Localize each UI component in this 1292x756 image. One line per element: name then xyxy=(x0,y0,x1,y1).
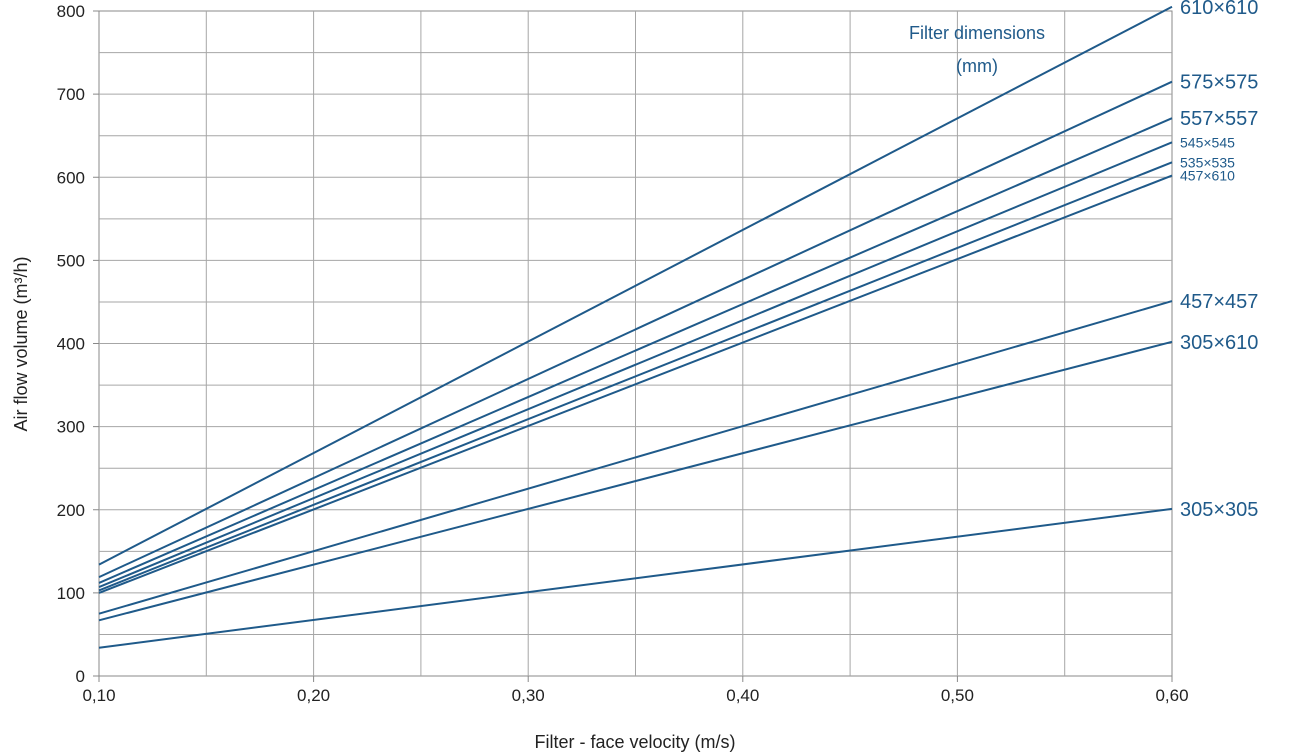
series-line-457×457 xyxy=(98,300,1173,615)
series-label-457×610: 457×610 xyxy=(1180,168,1235,184)
legend-title-line-1: Filter dimensions xyxy=(909,23,1045,43)
y-tick-label: 100 xyxy=(57,584,85,603)
y-tick-label: 0 xyxy=(76,667,85,686)
series-line-557×557 xyxy=(98,117,1173,584)
series-label-575×575: 575×575 xyxy=(1180,72,1258,94)
x-tick-label: 0,40 xyxy=(726,686,759,705)
series-label-610×610: 610×610 xyxy=(1180,0,1258,19)
y-tick-labels: 0 100 200 300 400 500 600 700 800 xyxy=(57,2,99,686)
series-label-545×545: 545×545 xyxy=(1180,134,1235,150)
series-lines xyxy=(98,5,1173,649)
x-axis-title: Filter - face velocity (m/s) xyxy=(534,732,735,752)
series-line-575×575 xyxy=(98,80,1173,579)
y-tick-label: 200 xyxy=(57,501,85,520)
grid xyxy=(99,11,1172,676)
y-tick-label: 800 xyxy=(57,2,85,21)
y-axis-title: Air flow volume (m³/h) xyxy=(11,256,31,431)
series-line-535×535 xyxy=(98,161,1173,592)
y-tick-label: 700 xyxy=(57,85,85,104)
series-line-610×610 xyxy=(98,5,1173,566)
x-tick-label: 0,60 xyxy=(1155,686,1188,705)
series-line-305×305 xyxy=(98,507,1173,649)
y-tick-label: 300 xyxy=(57,418,85,437)
x-tick-label: 0,50 xyxy=(941,686,974,705)
y-tick-label: 400 xyxy=(57,335,85,354)
x-tick-label: 0,20 xyxy=(297,686,330,705)
series-label-557×557: 557×557 xyxy=(1180,108,1258,130)
series-labels: 610×610 575×575 557×557 545×545 535×535457×6… xyxy=(1180,0,1258,521)
legend-title-line-2: (mm) xyxy=(956,56,998,76)
x-tick-label: 0,10 xyxy=(82,686,115,705)
series-label-535×535: 535×535 xyxy=(1180,154,1235,170)
series-label-305×305: 305×305 xyxy=(1180,499,1258,521)
y-tick-label: 600 xyxy=(57,168,85,187)
series-label-457×457: 457×457 xyxy=(1180,291,1258,313)
series-line-545×545 xyxy=(98,141,1173,589)
x-tick-label: 0,30 xyxy=(512,686,545,705)
y-tick-label: 500 xyxy=(57,251,85,270)
series-label-305×610: 305×610 xyxy=(1180,332,1258,354)
series-line-305×610 xyxy=(98,340,1173,622)
x-tick-labels: 0,10 0,20 0,30 0,40 0,50 0,60 xyxy=(82,676,1189,705)
series-line-457×610 xyxy=(98,174,1173,594)
